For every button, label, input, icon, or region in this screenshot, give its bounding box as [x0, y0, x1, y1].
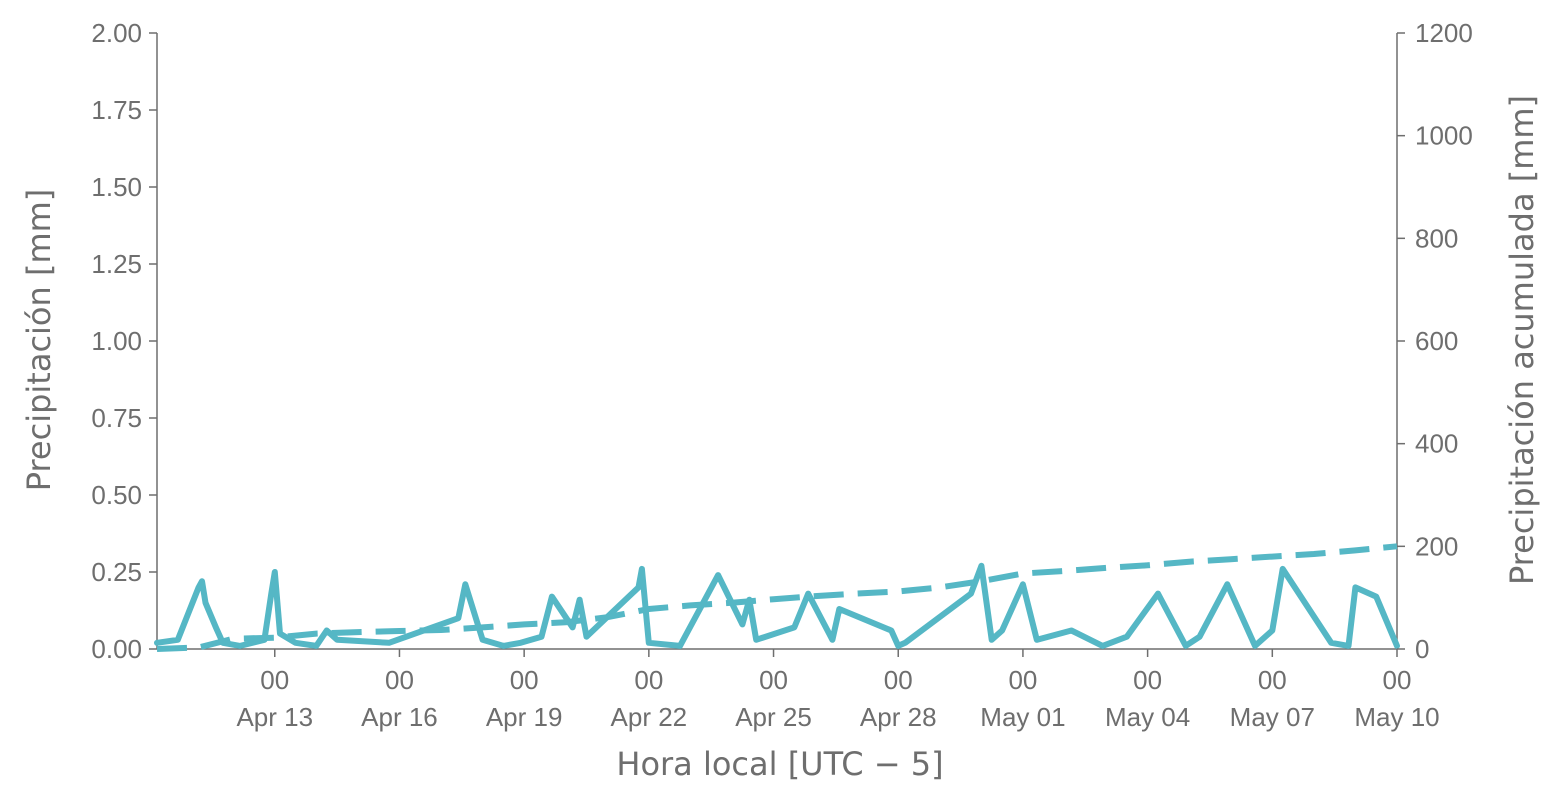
x-tick-label-date: Apr 19: [486, 702, 563, 732]
y-right-tick-label: 1200: [1415, 18, 1473, 48]
x-axis-label: Hora local [UTC − 5]: [616, 745, 943, 783]
x-tick-label-date: May 10: [1354, 702, 1439, 732]
x-tick-label-date: Apr 16: [361, 702, 438, 732]
y-right-tick-label: 600: [1415, 326, 1458, 356]
x-tick-label-hour: 00: [1133, 665, 1162, 695]
y-left-tick-label: 0.50: [91, 480, 142, 510]
ticks-layer: 0.00 0.25 0.50 0.75 1.00 1.25 1.50 1.75 2.00 0 200…: [91, 18, 1472, 732]
y-left-tick-label: 1.25: [91, 249, 142, 279]
x-tick-label-hour: 00: [634, 665, 663, 695]
y-right-tick-label: 400: [1415, 429, 1458, 459]
x-tick-label-date: Apr 25: [735, 702, 812, 732]
x-tick-label-hour: 00: [884, 665, 913, 695]
y-right-tick-label: 800: [1415, 223, 1458, 253]
precipitation-line: [154, 562, 1400, 649]
y-right-tick-label: 1000: [1415, 121, 1473, 151]
y-left-tick-label: 0.75: [91, 403, 142, 433]
x-tick-label-hour: 00: [1258, 665, 1287, 695]
chart-axes: [156, 33, 1398, 650]
y-left-tick-label: 2.00: [91, 18, 142, 48]
y-axis-right-label: Precipitación acumulada [mm]: [1503, 95, 1541, 585]
x-tick-label-date: May 04: [1105, 702, 1190, 732]
cumulative-precipitation-line: [156, 543, 1398, 652]
x-tick-label-hour: 00: [1008, 665, 1037, 695]
y-left-tick-label: 1.00: [91, 326, 142, 356]
x-tick-label-hour: 00: [260, 665, 289, 695]
y-left-tick-label: 0.00: [91, 634, 142, 664]
x-tick-label-date: Apr 28: [860, 702, 937, 732]
x-tick-label-hour: 00: [759, 665, 788, 695]
x-tick-label-date: May 01: [980, 702, 1065, 732]
series-layer: [154, 543, 1400, 652]
x-tick-label-date: Apr 13: [236, 702, 313, 732]
y-left-tick-label: 1.50: [91, 172, 142, 202]
y-axis-left-label: Precipitación [mm]: [20, 189, 58, 492]
x-tick-label-date: May 07: [1230, 702, 1315, 732]
y-left-tick-label: 0.25: [91, 557, 142, 587]
x-tick-label-hour: 00: [1383, 665, 1412, 695]
y-left-tick-label: 1.75: [91, 95, 142, 125]
x-tick-label-date: Apr 22: [611, 702, 688, 732]
x-tick-label-hour: 00: [385, 665, 414, 695]
y-right-tick-label: 200: [1415, 531, 1458, 561]
y-right-tick-label: 0: [1415, 634, 1429, 664]
x-tick-label-hour: 00: [510, 665, 539, 695]
